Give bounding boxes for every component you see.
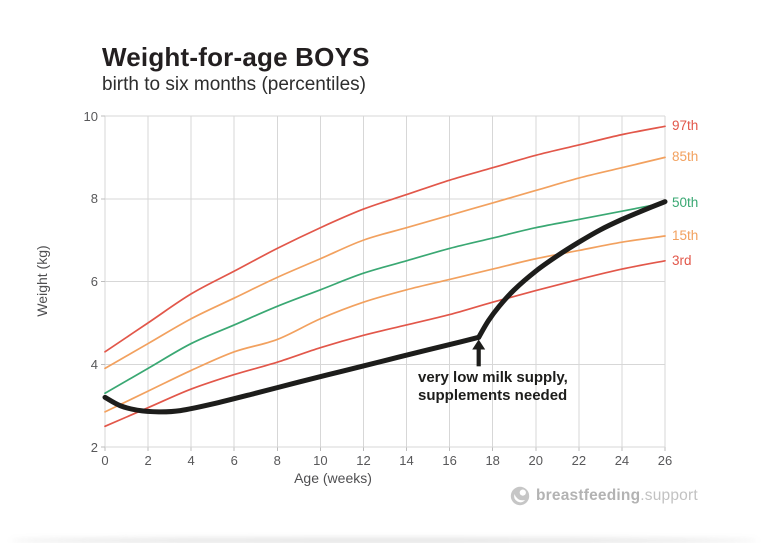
x-tick-label-6: 6: [230, 453, 238, 468]
x-tick-label-22: 22: [571, 453, 587, 468]
percentile-curve-15th: [104, 235, 666, 413]
up-arrow-icon: [472, 339, 486, 367]
x-tick-label-20: 20: [528, 453, 543, 468]
x-tick-label-24: 24: [614, 453, 630, 468]
page-subtitle: birth to six months (percentiles): [102, 74, 366, 95]
percentile-label-97th: 97th: [672, 118, 699, 134]
page-drop-shadow: [10, 538, 758, 543]
x-tick-label-26: 26: [657, 453, 673, 468]
x-tick-label-0: 0: [101, 453, 109, 468]
x-tick-label-2: 2: [144, 453, 152, 468]
x-axis-title: Age (weeks): [294, 470, 372, 486]
percentile-curve-97th: [104, 125, 666, 353]
baby-weight-line-segment-2: [476, 199, 668, 340]
percentile-curve-50th: [104, 202, 666, 395]
percentile-label-3rd: 3rd: [672, 252, 692, 268]
percentile-curve-85th: [104, 156, 666, 370]
breastfeeding-logo-icon: [510, 486, 530, 506]
baby-weight-line-segment-1: [102, 334, 482, 415]
y-tick-label-4: 4: [90, 356, 98, 372]
y-tick-label-10: 10: [83, 108, 98, 124]
percentile-curve-3rd: [104, 259, 666, 428]
brand-name-light: .support: [640, 487, 698, 504]
annotation-line-2: supplements needed: [418, 387, 568, 404]
percentile-label-50th: 50th: [672, 194, 699, 210]
x-tick-label-10: 10: [313, 453, 328, 468]
x-tick-label-14: 14: [399, 453, 414, 468]
brand-logo: breastfeeding.support: [509, 485, 698, 507]
x-tick-label-8: 8: [273, 453, 281, 468]
y-axis-title: Weight (kg): [34, 245, 50, 317]
x-tick-label-12: 12: [356, 453, 371, 468]
y-tick-label-8: 8: [90, 191, 98, 207]
brand-name: breastfeeding.support: [536, 487, 698, 505]
x-tick-label-4: 4: [187, 453, 195, 468]
brand-name-bold: breastfeeding: [536, 487, 641, 504]
x-tick-label-18: 18: [485, 453, 500, 468]
annotation-text: very low milk supply, supplements needed: [418, 369, 568, 405]
y-tick-label-6: 6: [90, 274, 98, 289]
annotation-line-1: very low milk supply,: [418, 369, 568, 386]
y-tick-label-2: 2: [90, 439, 98, 455]
percentile-label-15th: 15th: [672, 227, 699, 243]
x-tick-label-16: 16: [442, 453, 457, 468]
percentile-label-85th: 85th: [672, 149, 699, 165]
page-title: Weight-for-age BOYS: [102, 42, 370, 72]
